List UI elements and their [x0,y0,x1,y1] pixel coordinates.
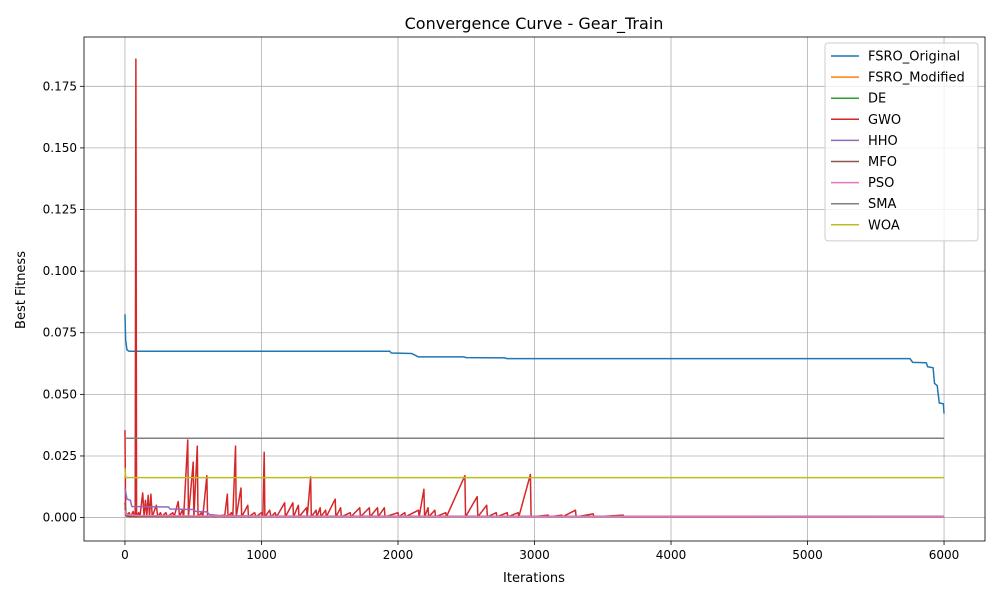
legend-label-woa: WOA [868,218,900,233]
y-tick-label: 0.025 [43,449,77,463]
legend-label-fsro-modified: FSRO_Modified [868,71,965,86]
series-group [124,58,945,518]
grid [84,37,985,541]
legend-label-de: DE [868,92,886,107]
legend-box [824,42,979,242]
x-tick-label: 1000 [246,548,277,562]
x-tick-label: 3000 [519,548,550,562]
y-tick-label: 0.175 [43,79,77,93]
legend-label-fsro-original: FSRO_Original [868,50,960,65]
y-tick-label: 0.100 [43,264,77,278]
legend-label-sma: SMA [868,197,896,212]
legend-label-pso: PSO [868,176,894,191]
y-tick-label: 0.050 [43,387,77,401]
x-tick-label: 0 [121,548,129,562]
series-line-fsro-original [124,314,945,414]
chart-title: Convergence Curve - Gear_Train [405,14,664,34]
x-tick-label: 4000 [656,548,687,562]
legend-label-mfo: MFO [868,155,897,170]
x-tick-label: 2000 [383,548,414,562]
ticks: 0 1000 2000 3000 4000 5000 6000 0.000 0.025 0.050… [43,79,960,562]
x-axis-label: Iterations [503,571,565,586]
legend-label-gwo: GWO [868,113,901,128]
y-tick-label: 0.150 [43,141,77,155]
legend-label-hho: HHO [868,134,898,149]
x-tick-label: 6000 [929,548,960,562]
series-line-woa [124,467,945,479]
y-tick-label: 0.000 [43,511,77,525]
legend: FSRO_Original FSRO_Modified DE GWO HHO MFO PSO… [824,42,979,242]
y-axis-label: Best Fitness [14,251,29,329]
y-tick-label: 0.075 [43,326,77,340]
series-line-pso [124,509,945,518]
y-tick-label: 0.125 [43,203,77,217]
x-tick-label: 5000 [792,548,823,562]
